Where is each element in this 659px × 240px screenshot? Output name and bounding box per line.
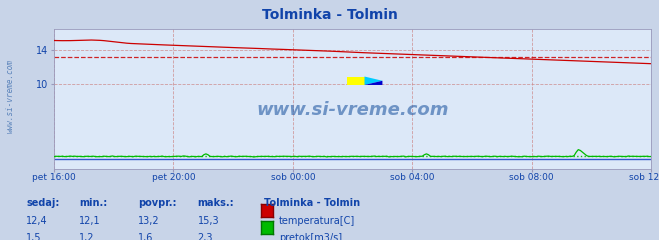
Text: 1,6: 1,6 [138,233,154,240]
Bar [347,77,364,85]
Text: 12,1: 12,1 [79,216,101,226]
Text: 1,2: 1,2 [79,233,95,240]
Text: pretok[m3/s]: pretok[m3/s] [279,233,342,240]
Text: Tolminka - Tolmin: Tolminka - Tolmin [262,8,397,22]
Text: 1,5: 1,5 [26,233,42,240]
Text: 15,3: 15,3 [198,216,219,226]
Text: www.si-vreme.com: www.si-vreme.com [256,101,449,119]
Text: min.:: min.: [79,198,107,208]
Text: povpr.:: povpr.: [138,198,177,208]
Text: 12,4: 12,4 [26,216,48,226]
Text: temperatura[C]: temperatura[C] [279,216,355,226]
Polygon shape [364,77,382,85]
Text: 13,2: 13,2 [138,216,160,226]
Text: maks.:: maks.: [198,198,235,208]
Text: sedaj:: sedaj: [26,198,60,208]
Text: www.si-vreme.com: www.si-vreme.com [5,59,14,133]
Text: Tolminka - Tolmin: Tolminka - Tolmin [264,198,360,208]
Polygon shape [364,81,382,85]
Text: 2,3: 2,3 [198,233,214,240]
